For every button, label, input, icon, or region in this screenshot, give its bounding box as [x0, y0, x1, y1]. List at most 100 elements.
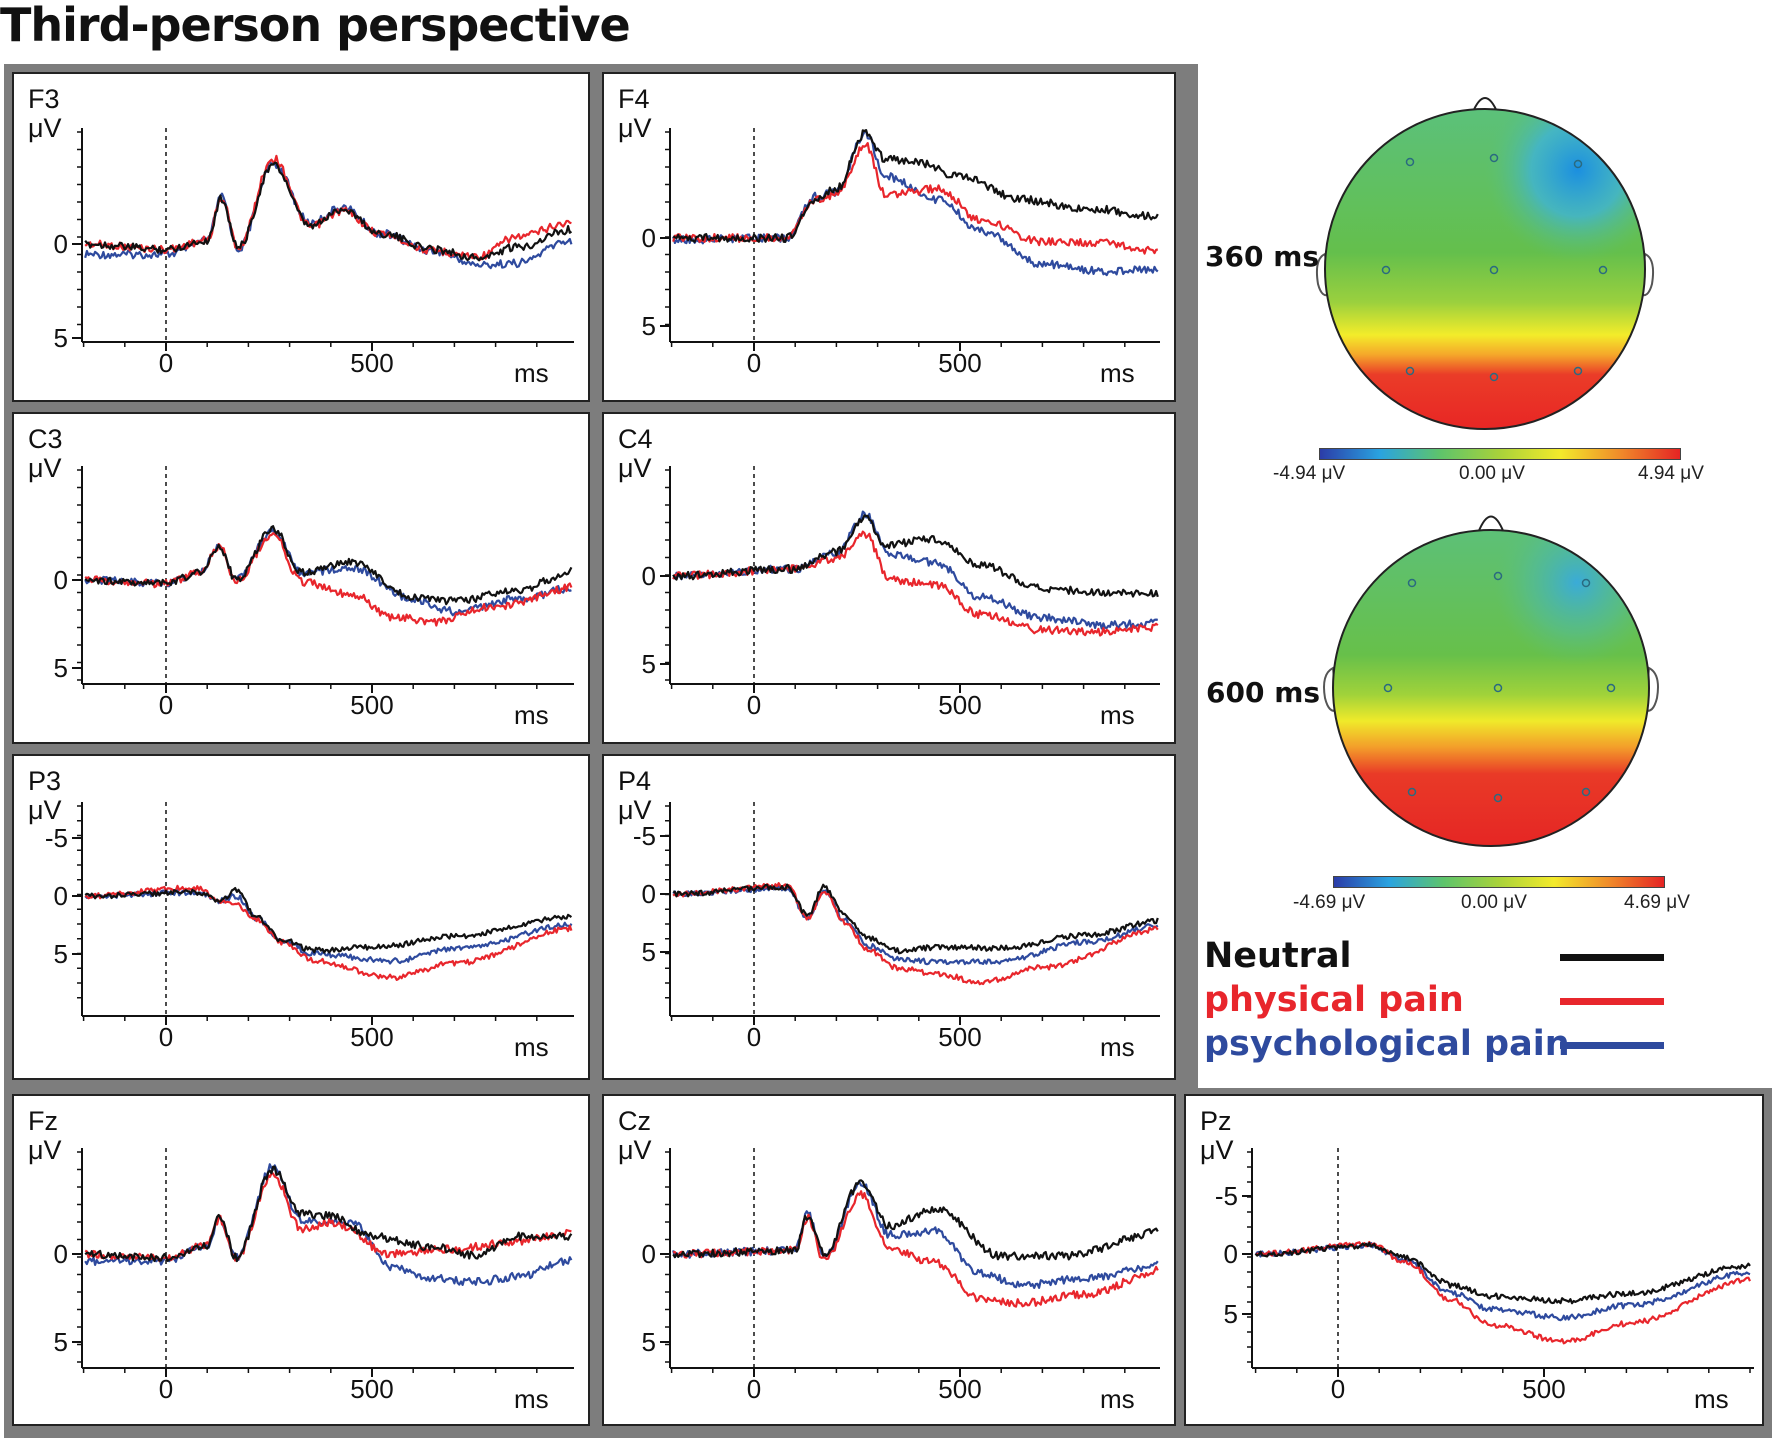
channel-label: P3: [28, 766, 61, 796]
series-line-physical-pain: [672, 142, 1158, 255]
x-tick-label: 0: [159, 1374, 173, 1404]
channel-label: P4: [618, 766, 651, 796]
erp-panel-pz: Pz μV -5 0 5 0 500 ms: [1184, 1094, 1764, 1426]
erp-panel-cz: Cz μV 0 5 0 500 ms: [602, 1094, 1176, 1426]
x-unit-label: ms: [514, 1384, 549, 1414]
series-line-psychological-pain: [84, 527, 572, 617]
y-tick-label: -5: [633, 821, 656, 851]
series-line-psychological-pain: [672, 129, 1159, 277]
y-tick-label: 5: [642, 937, 656, 967]
legend-line-physical-pain: [1560, 998, 1664, 1005]
x-tick-label: 500: [938, 690, 981, 720]
colorbar-max-360: 4.94 μV: [1638, 463, 1704, 484]
x-unit-label: ms: [1100, 1032, 1135, 1062]
colorbar-mid-600: 0.00 μV: [1461, 892, 1527, 913]
y-tick-label: 0: [642, 561, 656, 591]
y-tick-label: 0: [54, 565, 68, 595]
channel-label: F4: [618, 84, 650, 114]
x-tick-label: 0: [747, 1374, 761, 1404]
erp-panel-p3: P3 μV -5 0 5 0 500 ms: [12, 754, 590, 1080]
y-tick-label: 5: [54, 1327, 68, 1357]
channel-label: Cz: [618, 1106, 651, 1136]
y-tick-label: -5: [45, 823, 68, 853]
legend-line-neutral: [1560, 954, 1664, 961]
x-tick-label: 0: [159, 690, 173, 720]
figure-title: Third-person perspective: [0, 0, 631, 52]
y-unit-label: μV: [618, 113, 652, 143]
erp-panel-p4: P4 μV -5 0 5 0 500 ms: [602, 754, 1176, 1080]
erp-panel-f3: F3 μV 0 5 0 500 ms: [12, 72, 590, 402]
series-line-physical-pain: [672, 882, 1159, 986]
y-tick-label: 5: [642, 311, 656, 341]
topomap-360ms: [1315, 97, 1655, 430]
series-line-neutral: [672, 514, 1159, 598]
x-tick-label: 0: [747, 690, 761, 720]
topomap-label-360: 360 ms: [1205, 240, 1320, 273]
channel-label: C3: [28, 424, 63, 454]
colorbar-max-600: 4.69 μV: [1624, 892, 1690, 913]
series-line-neutral: [84, 1165, 573, 1263]
erp-panel-c4: C4 μV 0 5 0 500 ms: [602, 412, 1176, 744]
x-tick-label: 0: [159, 1022, 173, 1052]
legend-label-physical-pain: physical pain: [1204, 980, 1464, 1020]
series-line-physical-pain: [84, 532, 573, 627]
x-tick-label: 500: [938, 348, 981, 378]
x-tick-label: 500: [350, 690, 393, 720]
series-line-physical-pain: [84, 884, 573, 981]
y-tick-label: 0: [54, 1239, 68, 1269]
y-unit-label: μV: [28, 1135, 62, 1165]
x-tick-label: 500: [350, 348, 393, 378]
erp-panel-f4: F4 μV 0 5 0 500 ms: [602, 72, 1176, 402]
y-unit-label: μV: [1200, 1135, 1234, 1165]
x-unit-label: ms: [514, 1032, 549, 1062]
channel-label: C4: [618, 424, 653, 454]
topomap-600ms: [1323, 515, 1659, 847]
legend-label-psychological-pain: psychological pain: [1204, 1024, 1570, 1064]
x-tick-label: 500: [938, 1022, 981, 1052]
y-tick-label: 5: [642, 649, 656, 679]
y-tick-label: 5: [642, 1327, 656, 1357]
y-tick-label: 0: [642, 223, 656, 253]
colorbar-600: [1333, 876, 1665, 888]
x-unit-label: ms: [1694, 1384, 1729, 1414]
y-tick-label: 5: [54, 653, 68, 683]
y-unit-label: μV: [28, 795, 62, 825]
y-tick-label: 0: [642, 879, 656, 909]
y-unit-label: μV: [28, 113, 62, 143]
series-line-physical-pain: [1254, 1240, 1751, 1345]
y-unit-label: μV: [618, 795, 652, 825]
x-unit-label: ms: [514, 700, 549, 730]
series-line-physical-pain: [672, 530, 1159, 637]
x-tick-label: 500: [1522, 1374, 1565, 1404]
legend-label-neutral: Neutral: [1204, 936, 1352, 976]
series-line-physical-pain: [84, 154, 572, 261]
series-line-neutral: [673, 883, 1159, 955]
legend-line-psychological-pain: [1560, 1042, 1664, 1049]
y-tick-label: 5: [1224, 1299, 1238, 1329]
series-line-neutral: [672, 129, 1159, 243]
y-tick-label: 0: [54, 229, 68, 259]
topomap-label-600: 600 ms: [1206, 676, 1321, 709]
y-tick-label: 0: [1224, 1239, 1238, 1269]
series-line-neutral: [84, 525, 573, 606]
erp-panel-fz: Fz μV 0 5 0 500 ms: [12, 1094, 590, 1426]
colorbar-min-360: -4.94 μV: [1273, 463, 1346, 484]
x-tick-label: 500: [938, 1374, 981, 1404]
y-tick-label: -5: [1215, 1181, 1238, 1211]
channel-label: Pz: [1200, 1106, 1232, 1136]
colorbar-360: [1319, 448, 1681, 460]
series-line-neutral: [84, 887, 573, 954]
series-line-neutral: [84, 161, 573, 262]
series-line-psychological-pain: [672, 1181, 1159, 1289]
colorbar-mid-360: 0.00 μV: [1459, 463, 1525, 484]
x-tick-label: 500: [350, 1022, 393, 1052]
channel-label: Fz: [28, 1106, 58, 1136]
channel-label: F3: [28, 84, 60, 114]
x-tick-label: 0: [159, 348, 173, 378]
